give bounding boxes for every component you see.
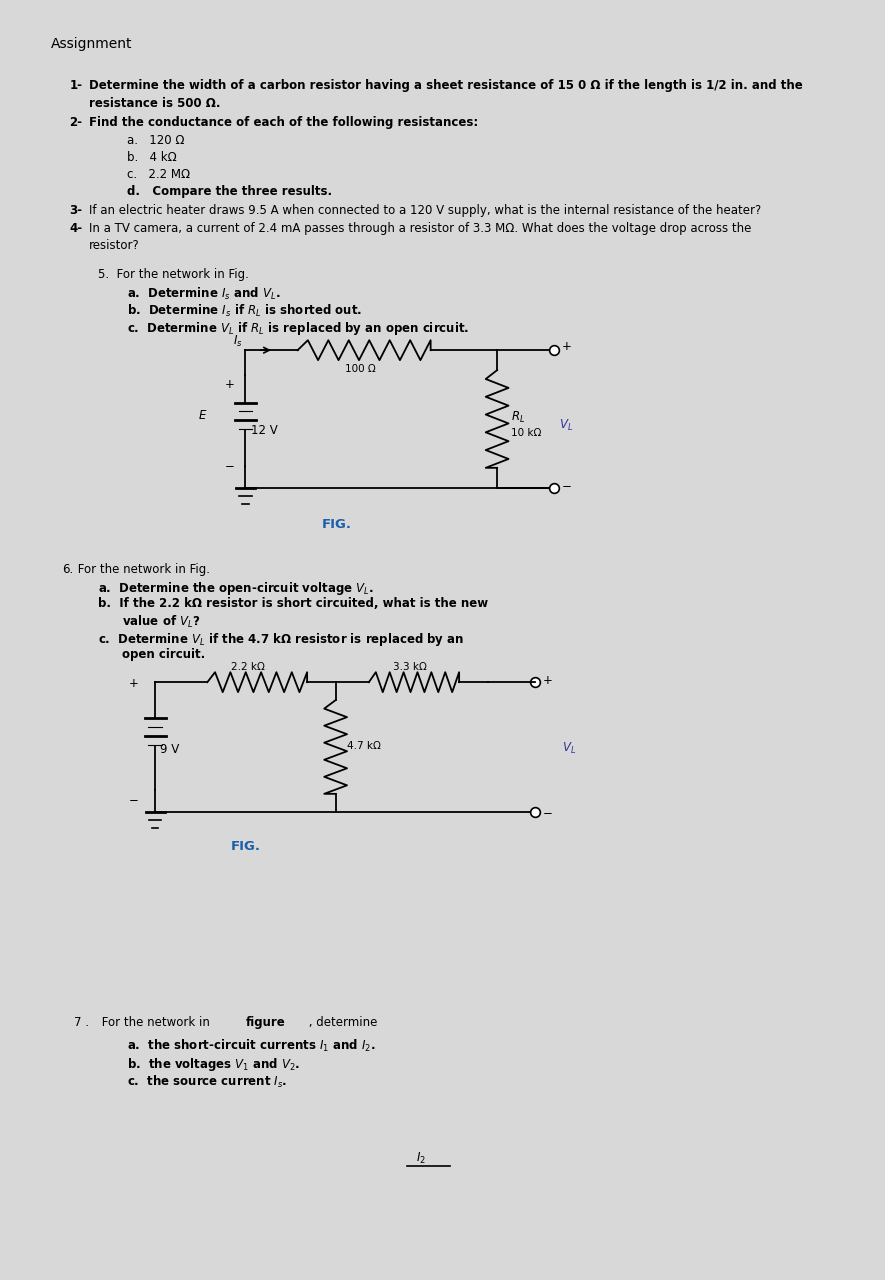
- Text: a.  the short-circuit currents $I_1$ and $I_2$.: a. the short-circuit currents $I_1$ and …: [127, 1038, 375, 1055]
- Text: −: −: [562, 480, 572, 493]
- Text: 2-: 2-: [70, 116, 82, 129]
- Text: b.  If the 2.2 kΩ resistor is short circuited, what is the new: b. If the 2.2 kΩ resistor is short circu…: [98, 598, 489, 611]
- Text: a.  Determine the open-circuit voltage $V_L$.: a. Determine the open-circuit voltage $V…: [98, 581, 374, 598]
- Text: Assignment: Assignment: [50, 37, 132, 51]
- Text: $V_L$: $V_L$: [562, 741, 576, 756]
- Text: $E$: $E$: [198, 410, 207, 422]
- Text: 3.3 kΩ: 3.3 kΩ: [393, 662, 427, 672]
- Text: $I_2$: $I_2$: [416, 1152, 427, 1166]
- Text: value of $V_L$?: value of $V_L$?: [122, 614, 200, 631]
- Text: $R_L$: $R_L$: [512, 410, 526, 425]
- Text: c.   2.2 MΩ: c. 2.2 MΩ: [127, 168, 189, 180]
- Text: a.   120 Ω: a. 120 Ω: [127, 134, 184, 147]
- Text: c.  the source current $I_s$.: c. the source current $I_s$.: [127, 1074, 287, 1091]
- Text: resistance is 500 Ω.: resistance is 500 Ω.: [88, 97, 220, 110]
- Text: FIG.: FIG.: [231, 840, 261, 852]
- Text: b.   4 kΩ: b. 4 kΩ: [127, 151, 176, 164]
- Text: a.  Determine $I_s$ and $V_L$.: a. Determine $I_s$ and $V_L$.: [127, 287, 281, 302]
- Text: $V_L$: $V_L$: [558, 419, 573, 433]
- Text: FIG.: FIG.: [321, 517, 351, 531]
- Text: b.  Determine $I_s$ if $R_L$ is shorted out.: b. Determine $I_s$ if $R_L$ is shorted o…: [127, 303, 362, 320]
- Text: For the network in Fig.: For the network in Fig.: [74, 562, 211, 576]
- Text: , determine: , determine: [305, 1016, 378, 1029]
- Text: +: +: [128, 677, 138, 690]
- Text: 12 V: 12 V: [251, 424, 278, 436]
- Text: −: −: [543, 806, 552, 819]
- Text: figure: figure: [245, 1016, 285, 1029]
- Text: −: −: [128, 794, 138, 806]
- Text: For the network in: For the network in: [98, 1016, 214, 1029]
- Text: Determine the width of a carbon resistor having a sheet resistance of 15 0 Ω if : Determine the width of a carbon resistor…: [88, 79, 803, 92]
- Text: b.  the voltages $V_1$ and $V_2$.: b. the voltages $V_1$ and $V_2$.: [127, 1056, 300, 1074]
- Text: 4-: 4-: [70, 221, 83, 234]
- Text: d.   Compare the three results.: d. Compare the three results.: [127, 184, 332, 197]
- Text: +: +: [225, 378, 235, 392]
- Text: open circuit.: open circuit.: [122, 648, 205, 662]
- Text: 7 .: 7 .: [74, 1016, 89, 1029]
- Text: 100 Ω: 100 Ω: [345, 364, 376, 374]
- Text: 9 V: 9 V: [160, 742, 179, 756]
- Text: Find the conductance of each of the following resistances:: Find the conductance of each of the foll…: [88, 116, 478, 129]
- Text: resistor?: resistor?: [88, 238, 139, 252]
- Text: 2.2 kΩ: 2.2 kΩ: [231, 662, 265, 672]
- Text: 1-: 1-: [70, 79, 82, 92]
- Text: −: −: [225, 460, 235, 472]
- Text: 4.7 kΩ: 4.7 kΩ: [347, 741, 381, 751]
- Text: If an electric heater draws 9.5 A when connected to a 120 V supply, what is the : If an electric heater draws 9.5 A when c…: [88, 204, 761, 216]
- Text: 3-: 3-: [70, 204, 82, 216]
- Text: $I_s$: $I_s$: [233, 334, 242, 349]
- Text: 6.: 6.: [62, 562, 73, 576]
- Text: 10 kΩ: 10 kΩ: [512, 428, 542, 438]
- Text: 5.  For the network in Fig.: 5. For the network in Fig.: [98, 269, 249, 282]
- Text: +: +: [562, 340, 572, 353]
- Text: In a TV camera, a current of 2.4 mA passes through a resistor of 3.3 MΩ. What do: In a TV camera, a current of 2.4 mA pass…: [88, 221, 751, 234]
- Text: +: +: [543, 675, 552, 687]
- Text: c.  Determine $V_L$ if $R_L$ is replaced by an open circuit.: c. Determine $V_L$ if $R_L$ is replaced …: [127, 320, 469, 337]
- Text: c.  Determine $V_L$ if the 4.7 kΩ resistor is replaced by an: c. Determine $V_L$ if the 4.7 kΩ resisto…: [98, 631, 465, 649]
